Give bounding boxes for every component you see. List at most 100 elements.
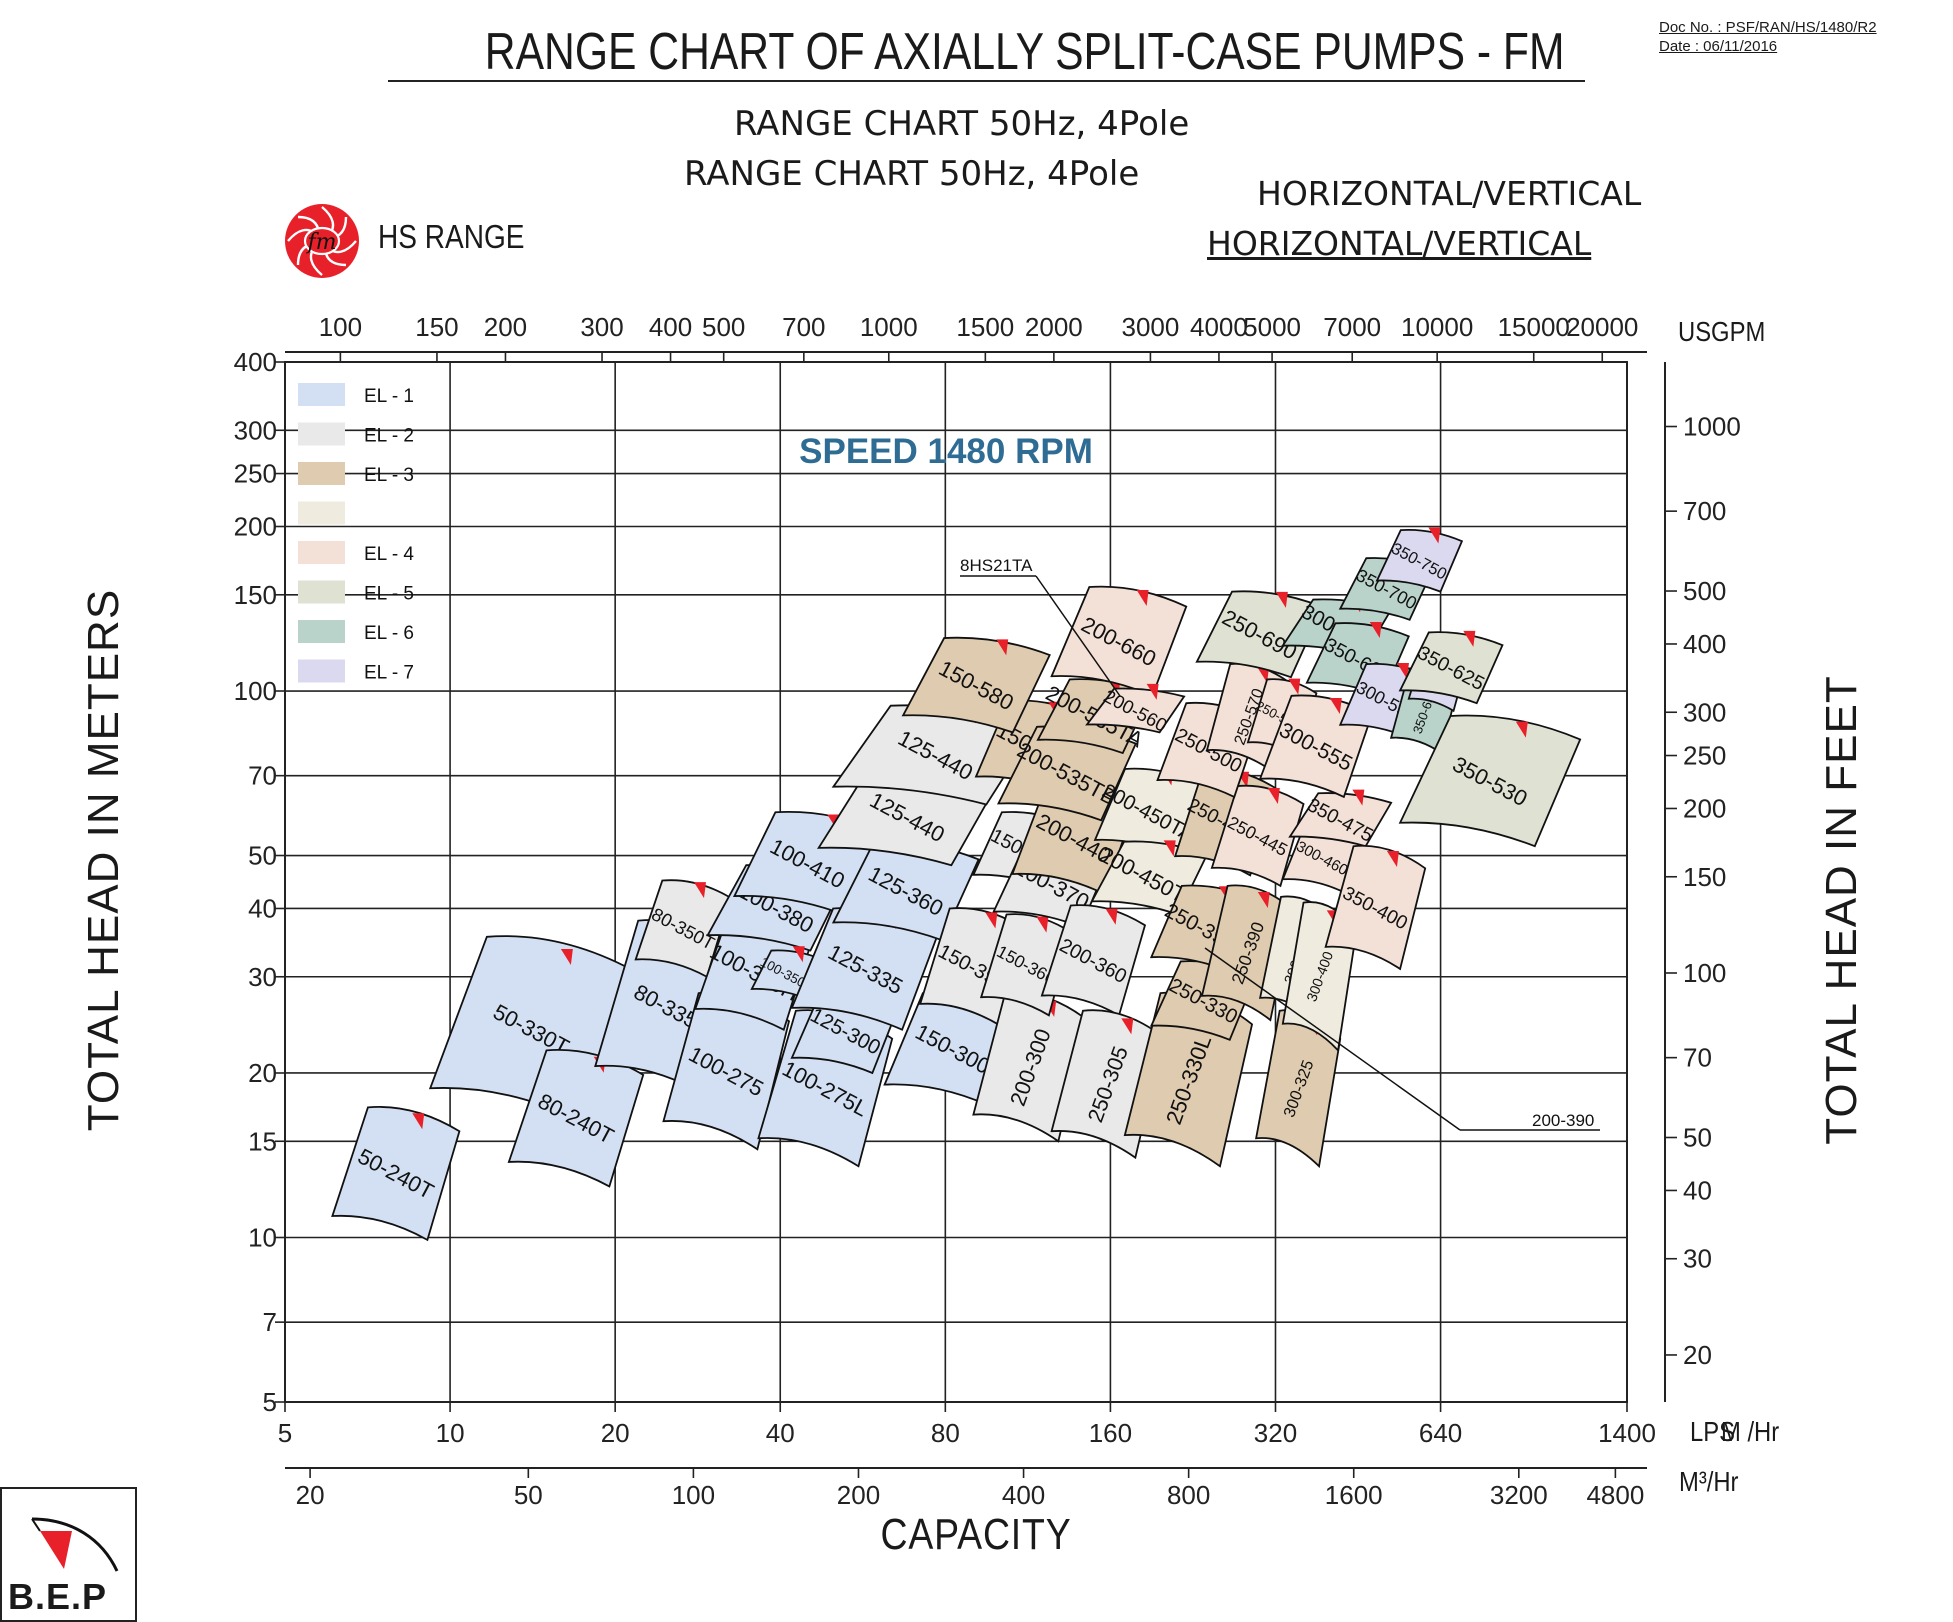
y-tick-label: 300 <box>234 415 277 445</box>
bep-marker <box>560 948 573 965</box>
y-tick-label: 7 <box>263 1307 277 1337</box>
right-tick-label: 700 <box>1683 496 1726 526</box>
bottom-tick-label: 100 <box>672 1480 715 1510</box>
pump-envelope <box>901 636 1051 734</box>
bep-marker <box>1146 683 1159 700</box>
y-tick-label: 100 <box>234 676 277 706</box>
top-tick-label: 1000 <box>860 312 918 342</box>
callout-line <box>1035 575 1121 697</box>
legend-swatch <box>298 383 345 406</box>
legend-swatch <box>298 462 345 485</box>
bep-marker <box>1275 591 1288 608</box>
fm-logo-icon: fm <box>284 203 360 279</box>
right-tick-label: 1000 <box>1683 412 1741 442</box>
bep-text: B.E.P <box>8 1576 108 1617</box>
bep-marker <box>1329 697 1342 714</box>
bep-marker <box>1428 527 1441 544</box>
bottom-tick-label: 4800 <box>1586 1480 1644 1510</box>
legend-swatch <box>298 422 345 446</box>
right-tick-label: 500 <box>1683 576 1726 606</box>
title-underline <box>388 80 1585 82</box>
x-tick-label: 320 <box>1254 1418 1297 1448</box>
x-tick-label: 640 <box>1419 1418 1462 1448</box>
x-title: CAPACITY <box>880 1510 1072 1559</box>
y-tick-label: 5 <box>263 1387 277 1417</box>
bep-logo-icon <box>31 1517 119 1572</box>
bep-marker <box>1036 916 1049 933</box>
bottom-tick-label: 20 <box>296 1480 325 1510</box>
callout-8hs21ta: 8HS21TA <box>960 556 1033 575</box>
bep-logo <box>0 1487 137 1622</box>
x-tick-label: 1400 <box>1598 1418 1656 1448</box>
bottom-tick-label: 50 <box>514 1480 543 1510</box>
bep-marker <box>412 1113 425 1130</box>
m3hr-label: M³/Hr <box>1679 1466 1739 1497</box>
orientation-2: HORIZONTAL/VERTICAL <box>1207 224 1592 263</box>
y-tick-label: 30 <box>248 962 277 992</box>
legend-label: EL - 4 <box>364 544 414 565</box>
pump-envelope <box>1398 631 1504 705</box>
legend-label: EL - 2 <box>364 426 414 447</box>
legend-swatch <box>298 580 345 604</box>
top-tick-label: 4000 <box>1190 312 1248 342</box>
right-tick-label: 40 <box>1683 1175 1712 1205</box>
bep-marker <box>996 639 1009 656</box>
right-tick-label: 30 <box>1683 1244 1712 1274</box>
right-tick-label: 70 <box>1683 1043 1712 1073</box>
pump-envelope <box>1398 714 1582 848</box>
top-tick-label: 7000 <box>1323 312 1381 342</box>
right-tick-label: 300 <box>1683 697 1726 727</box>
document-info: Doc No. : PSF/RAN/HS/1480/R2 Date : 06/1… <box>1659 18 1877 56</box>
x-tick-label: 80 <box>931 1418 960 1448</box>
y-tick-label: 40 <box>248 893 277 923</box>
y-tick-label: 50 <box>248 841 277 871</box>
bep-marker <box>1257 666 1270 683</box>
doc-date: Date : 06/11/2016 <box>1659 38 1778 55</box>
top-tick-label: 150 <box>415 312 458 342</box>
y-tick-label: 400 <box>234 347 277 377</box>
callout-200-390: 200-390 <box>1532 1111 1594 1130</box>
bottom-tick-label: 1600 <box>1325 1480 1383 1510</box>
x-tick-label: 40 <box>766 1418 795 1448</box>
bep-marker <box>1121 1018 1134 1035</box>
top-tick-label: 5000 <box>1243 312 1301 342</box>
range-label: HS RANGE <box>378 218 525 255</box>
legend-swatch <box>298 501 345 525</box>
top-tick-label: 1500 <box>956 312 1014 342</box>
legend-swatch <box>298 541 345 564</box>
x-tick-label: 160 <box>1089 1418 1132 1448</box>
right-tick-label: 200 <box>1683 793 1726 823</box>
bep-marker <box>1396 662 1409 679</box>
right-tick-label: 250 <box>1683 741 1726 771</box>
lps-label: LPS <box>1690 1416 1735 1447</box>
pump-envelope <box>1195 590 1324 679</box>
bep-marker <box>1352 789 1365 806</box>
legend-swatch <box>298 620 345 643</box>
right-tick-label: 400 <box>1683 629 1726 659</box>
doc-number: Doc No. : PSF/RAN/HS/1480/R2 <box>1659 19 1877 36</box>
bep-marker <box>792 946 805 963</box>
bep-marker <box>1515 721 1528 738</box>
top-tick-label: 500 <box>702 312 745 342</box>
top-tick-label: 20000 <box>1566 312 1638 342</box>
legend-swatch <box>298 659 345 683</box>
subtitle-2: RANGE CHART 50Hz, 4Pole <box>684 154 1140 194</box>
y-tick-label: 15 <box>248 1126 277 1156</box>
y-tick-label: 10 <box>248 1222 277 1252</box>
pump-envelope <box>1375 528 1464 593</box>
bottom-tick-label: 200 <box>837 1480 880 1510</box>
legend-label: EL - 1 <box>364 386 414 407</box>
bep-marker <box>1257 891 1270 908</box>
pump-envelope <box>331 1106 461 1242</box>
legend-label: EL - 3 <box>364 465 414 486</box>
y-tick-label: 20 <box>248 1058 277 1088</box>
legend-label: EL - 6 <box>364 623 414 644</box>
top-tick-label: 700 <box>782 312 825 342</box>
speed-label: SPEED 1480 RPM <box>799 432 1093 471</box>
orientation-1: HORIZONTAL/VERTICAL <box>1257 174 1642 213</box>
m3hr-overlap-label: M /Hr <box>1721 1416 1780 1447</box>
top-tick-label: 10000 <box>1401 312 1473 342</box>
legend-label: EL - 7 <box>364 663 414 684</box>
bep-marker <box>1105 908 1118 925</box>
